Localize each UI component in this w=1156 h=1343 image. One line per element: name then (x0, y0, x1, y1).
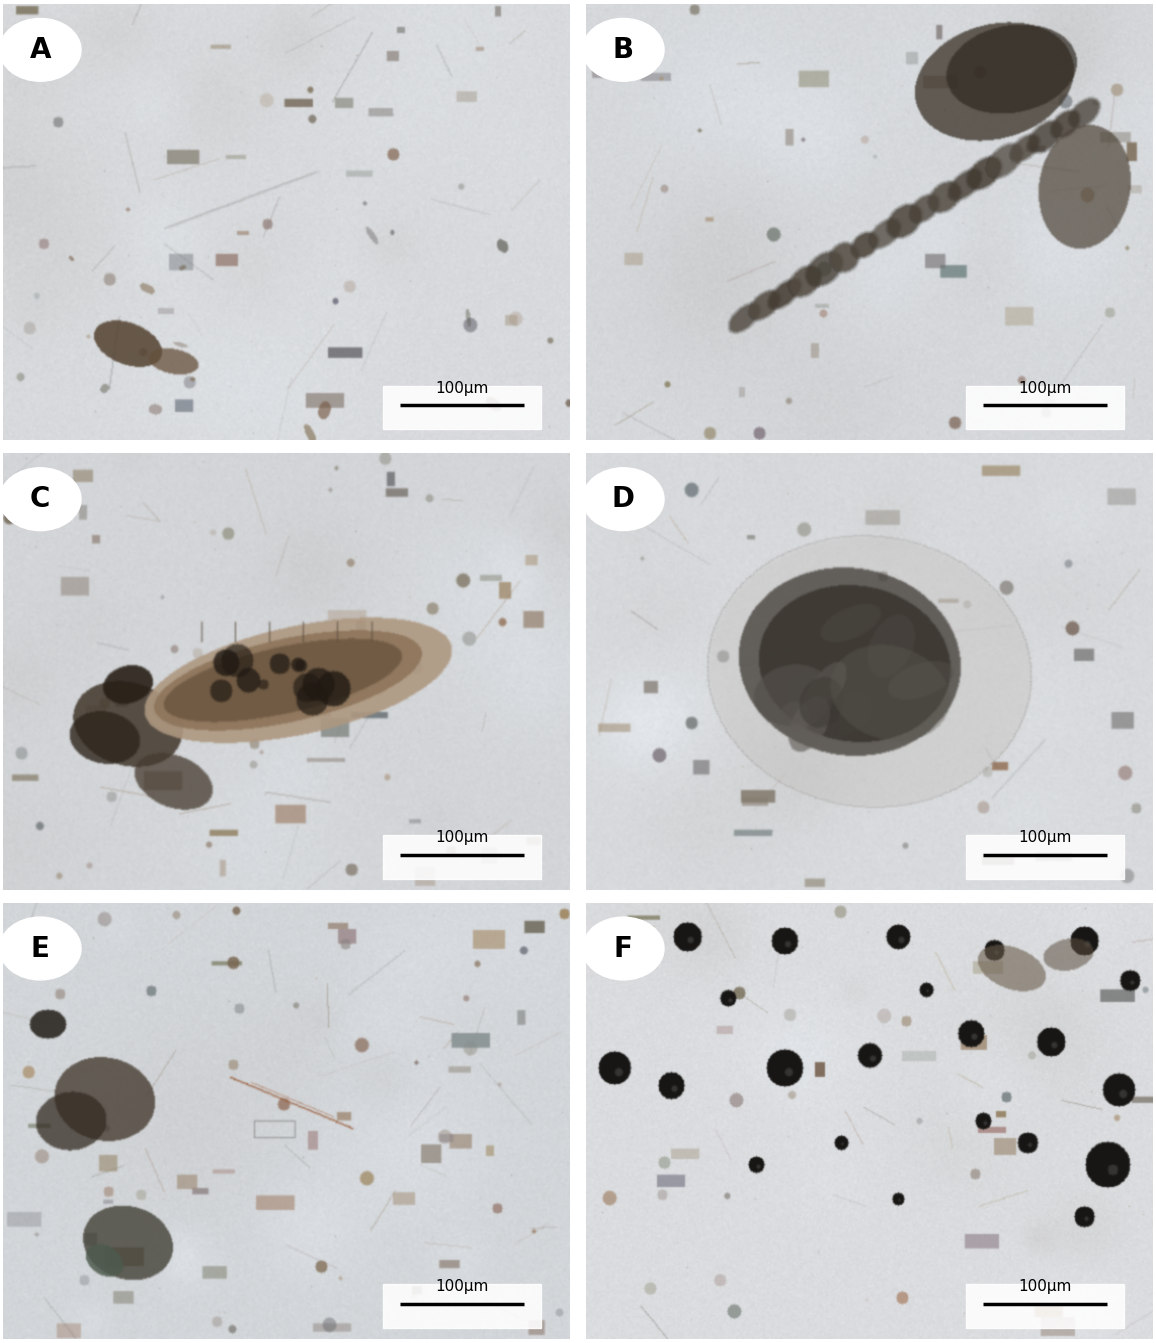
Bar (965, 1284, 1125, 1328)
Bar (383, 835, 541, 878)
Text: A: A (30, 36, 51, 64)
Circle shape (0, 467, 81, 530)
Text: 100μm: 100μm (436, 1280, 489, 1295)
Circle shape (583, 917, 664, 980)
Text: B: B (613, 36, 633, 64)
Text: E: E (31, 935, 50, 963)
Circle shape (583, 467, 664, 530)
Bar (965, 835, 1125, 878)
Text: F: F (614, 935, 632, 963)
Text: 100μm: 100μm (436, 381, 489, 396)
Circle shape (0, 19, 81, 81)
Text: 100μm: 100μm (1018, 1280, 1072, 1295)
Circle shape (0, 917, 81, 980)
Bar (965, 385, 1125, 430)
Text: C: C (30, 485, 51, 513)
Text: D: D (612, 485, 635, 513)
Text: 100μm: 100μm (1018, 381, 1072, 396)
Bar (383, 1284, 541, 1328)
Text: 100μm: 100μm (436, 830, 489, 845)
Text: 100μm: 100μm (1018, 830, 1072, 845)
Circle shape (583, 19, 664, 81)
Bar (383, 385, 541, 430)
